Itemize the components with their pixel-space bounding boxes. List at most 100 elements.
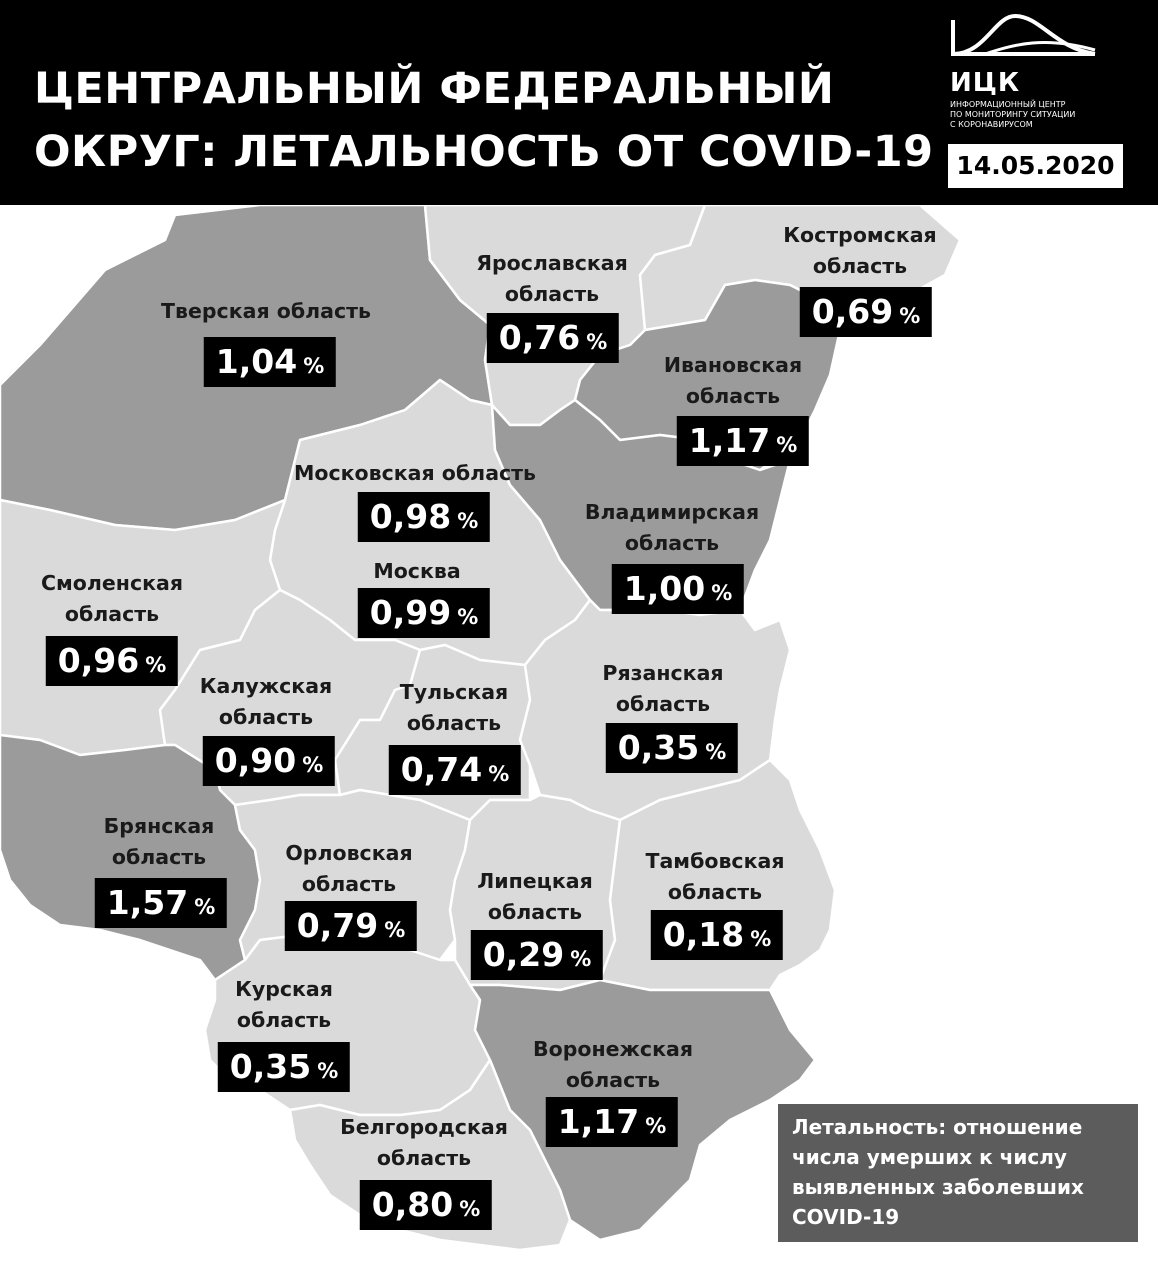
percent-sign: % (899, 304, 921, 328)
region-name-kaluga: Калужская область (200, 671, 332, 733)
region-name-line: Рязанская (602, 661, 724, 685)
value-number: 1,00 (623, 569, 706, 608)
percent-sign: % (459, 1197, 481, 1221)
region-name-line: область (487, 900, 583, 924)
value-number: 0,29 (482, 935, 565, 974)
lethality-value-vladimir: 1,00% (611, 564, 745, 614)
lethality-value-belgorod: 0,80% (359, 1180, 493, 1230)
legend-line: числа умерших к числу (792, 1145, 1067, 1169)
region-name-bryansk: Брянская область (104, 811, 215, 873)
region-name-line: область (218, 705, 314, 729)
region-name-line: Орловская (285, 841, 413, 865)
value-number: 1,17 (557, 1102, 640, 1141)
lethality-value-ivanovo: 1,17% (676, 416, 810, 466)
value-number: 0,69 (811, 292, 894, 331)
region-name-belgorod: Белгородская область (340, 1112, 508, 1174)
region-name-kostroma: Костромская область (783, 220, 936, 282)
region-name-line: область (64, 602, 160, 626)
region-name-kursk: Курская область (235, 974, 333, 1036)
region-name-moscow: Москва (373, 556, 460, 587)
region-name-line: область (685, 384, 781, 408)
value-number: 0,79 (296, 906, 379, 945)
lethality-value-bryansk: 1,57% (94, 878, 228, 928)
legend-box: Летальность: отношение числа умерших к ч… (778, 1104, 1138, 1242)
value-number: 0,76 (498, 318, 581, 357)
legend-line: Летальность: отношение (792, 1115, 1083, 1139)
logo-description: ИНФОРМАЦИОННЫЙ ЦЕНТР ПО МОНИТОРИНГУ СИТУ… (950, 100, 1120, 130)
region-name-line: Воронежская (533, 1037, 693, 1061)
lethality-value-kaluga: 0,90% (202, 736, 336, 786)
percent-sign: % (303, 354, 325, 378)
region-name-line: Тульская (399, 680, 509, 704)
region-name-line: Курская (235, 977, 333, 1001)
lethality-value-yaroslavl: 0,76% (486, 313, 620, 363)
region-name-line: Калужская (199, 674, 333, 698)
region-name-line: область (812, 254, 908, 278)
lethality-value-kostroma: 0,69% (799, 287, 933, 337)
logo-mark-icon (951, 14, 1096, 56)
lethality-value-moscow-oblast: 0,98% (357, 492, 491, 542)
value-number: 0,18 (662, 915, 745, 954)
percent-sign: % (776, 433, 798, 457)
region-name-line: Костромская (783, 223, 937, 247)
percent-sign: % (645, 1114, 667, 1138)
percent-sign: % (705, 740, 727, 764)
percent-sign: % (317, 1059, 339, 1083)
region-name-line: Ярославская (476, 251, 628, 275)
value-number: 0,99 (369, 593, 452, 632)
lethality-value-oryol: 0,79% (284, 901, 418, 951)
region-name-line: Белгородская (340, 1115, 508, 1139)
percent-sign: % (586, 330, 608, 354)
region-name-oryol: Орловская область (285, 838, 412, 900)
region-name-ivanovo: Ивановская область (664, 350, 802, 412)
percent-sign: % (570, 947, 592, 971)
percent-sign: % (711, 581, 733, 605)
region-name-yaroslavl: Ярославская область (476, 248, 628, 310)
percent-sign: % (145, 653, 167, 677)
value-number: 0,35 (229, 1047, 312, 1086)
value-number: 1,04 (215, 342, 298, 381)
value-number: 0,74 (400, 750, 483, 789)
logo: ИЦК ИНФОРМАЦИОННЫЙ ЦЕНТР ПО МОНИТОРИНГУ … (945, 14, 1115, 134)
region-name-line: Брянская (103, 814, 215, 838)
region-name-line: Тамбовская (645, 849, 785, 873)
region-name-tula: Тульская область (400, 677, 508, 739)
page-title: ЦЕНТРАЛЬНЫЙ ФЕДЕРАЛЬНЫЙ ОКРУГ: ЛЕТАЛЬНОС… (34, 58, 934, 184)
region-name-tambov: Тамбовская область (645, 846, 784, 908)
region-name-line: область (504, 282, 600, 306)
header-bar: ЦЕНТРАЛЬНЫЙ ФЕДЕРАЛЬНЫЙ ОКРУГ: ЛЕТАЛЬНОС… (0, 0, 1158, 205)
logo-desc-line: ПО МОНИТОРИНГУ СИТУАЦИИ (950, 110, 1076, 119)
region-name-line: область (624, 531, 720, 555)
region-name-lipetsk: Липецкая область (477, 866, 593, 928)
title-line-2: ОКРУГ: ЛЕТАЛЬНОСТЬ ОТ COVID-19 (34, 127, 934, 177)
legend-line: выявленных заболевших (792, 1175, 1084, 1199)
logo-desc-line: С КОРОНАВИРУСОМ (950, 120, 1033, 129)
region-name-vladimir: Владимирская область (585, 497, 759, 559)
region-name-line: Липецкая (477, 869, 593, 893)
value-number: 1,57 (106, 883, 189, 922)
percent-sign: % (194, 895, 216, 919)
percent-sign: % (384, 918, 406, 942)
region-name-line: Смоленская (40, 571, 184, 595)
percent-sign: % (457, 605, 479, 629)
region-name-line: Владимирская (584, 500, 760, 524)
legend-line: COVID-19 (792, 1205, 900, 1229)
region-name-line: Ивановская (663, 353, 803, 377)
logo-desc-line: ИНФОРМАЦИОННЫЙ ЦЕНТР (950, 100, 1066, 109)
value-number: 0,98 (369, 497, 452, 536)
region-name-line: область (236, 1008, 332, 1032)
value-number: 0,35 (617, 728, 700, 767)
region-name-line: область (301, 872, 397, 896)
region-name-line: область (376, 1146, 472, 1170)
lethality-value-moscow: 0,99% (357, 588, 491, 638)
region-name-smolensk: Смоленская область (41, 568, 183, 630)
lethality-value-voronezh: 1,17% (545, 1097, 679, 1147)
region-name-moscow-oblast: Московская область (294, 458, 536, 489)
region-name-voronezh: Воронежская область (533, 1034, 693, 1096)
lethality-value-tver: 1,04% (203, 337, 337, 387)
value-number: 0,80 (371, 1185, 454, 1224)
date-badge: 14.05.2020 (948, 144, 1123, 188)
percent-sign: % (488, 762, 510, 786)
lethality-value-kursk: 0,35% (217, 1042, 351, 1092)
lethality-value-tula: 0,74% (388, 745, 522, 795)
